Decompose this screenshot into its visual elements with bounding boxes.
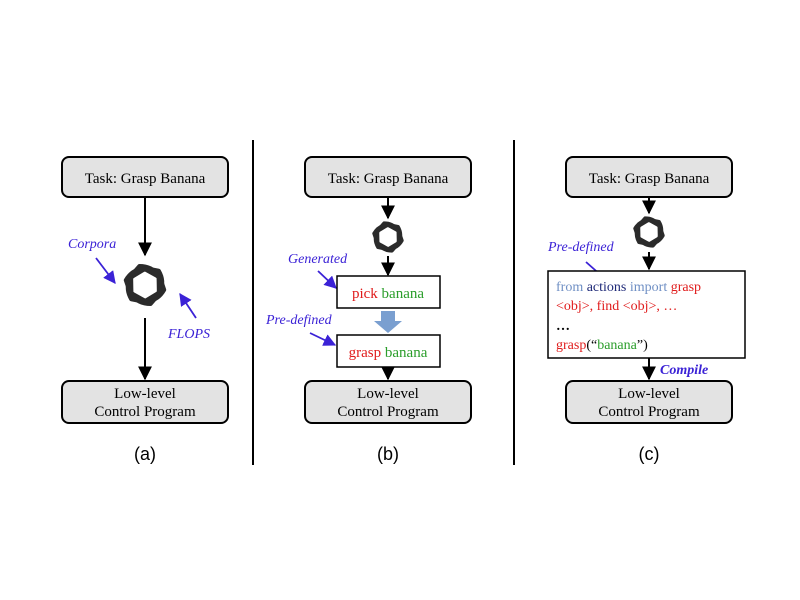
task-label: Task: Grasp Banana [328, 171, 449, 187]
output-box [565, 380, 733, 424]
caption: (b) [377, 444, 399, 464]
task-label: Task: Grasp Banana [85, 171, 206, 187]
code-line-1: from actions import grasp [556, 280, 701, 295]
note-generated: Generated [288, 252, 348, 267]
generated-object: banana [382, 286, 425, 302]
predefined-verb: grasp [349, 345, 382, 361]
panel-c: Task: Grasp Banana Pre-defined from acti… [547, 156, 746, 464]
generated-verb: pick [352, 286, 378, 302]
generated-action-box [336, 275, 441, 309]
arrow-corpora [95, 257, 116, 285]
panel-b: Task: Grasp Banana Generated pick banana… [265, 156, 472, 464]
code-line-4: grasp(“banana”) [556, 338, 648, 353]
output-line-2: Control Program [337, 404, 439, 420]
arrow-predefined [309, 332, 337, 346]
openai-logo-icon [368, 218, 408, 256]
generated-action: pick banana [352, 286, 424, 302]
openai-logo-icon [629, 213, 669, 251]
note-predefined: Pre-defined [547, 240, 615, 255]
output-line-1: Low-level [618, 386, 680, 402]
mapping-arrow-icon [374, 311, 402, 333]
output-line-1: Low-level [114, 386, 176, 402]
note-predefined: Pre-defined [265, 313, 333, 328]
note-compile: Compile [660, 363, 708, 378]
note-flops: FLOPS [167, 327, 210, 342]
code-line-2: <obj>, find <obj>, … [556, 299, 677, 314]
output-line-1: Low-level [357, 386, 419, 402]
code-line-3: … [556, 319, 570, 334]
panel-a: Task: Grasp Banana Corpora FLOPS Low-lev… [61, 156, 229, 464]
caption: (c) [639, 444, 660, 464]
caption: (a) [134, 444, 156, 464]
note-corpora: Corpora [68, 237, 116, 252]
predefined-action-box [336, 334, 441, 368]
predefined-action: grasp banana [349, 345, 428, 361]
predefined-object: banana [385, 345, 428, 361]
output-box [61, 380, 229, 424]
openai-logo-icon [121, 262, 169, 307]
output-line-2: Control Program [94, 404, 196, 420]
arrow-flops [179, 292, 197, 319]
output-box [304, 380, 472, 424]
arrow-generated [317, 270, 337, 289]
code-box [547, 270, 746, 359]
task-label: Task: Grasp Banana [589, 171, 710, 187]
output-line-2: Control Program [598, 404, 700, 420]
